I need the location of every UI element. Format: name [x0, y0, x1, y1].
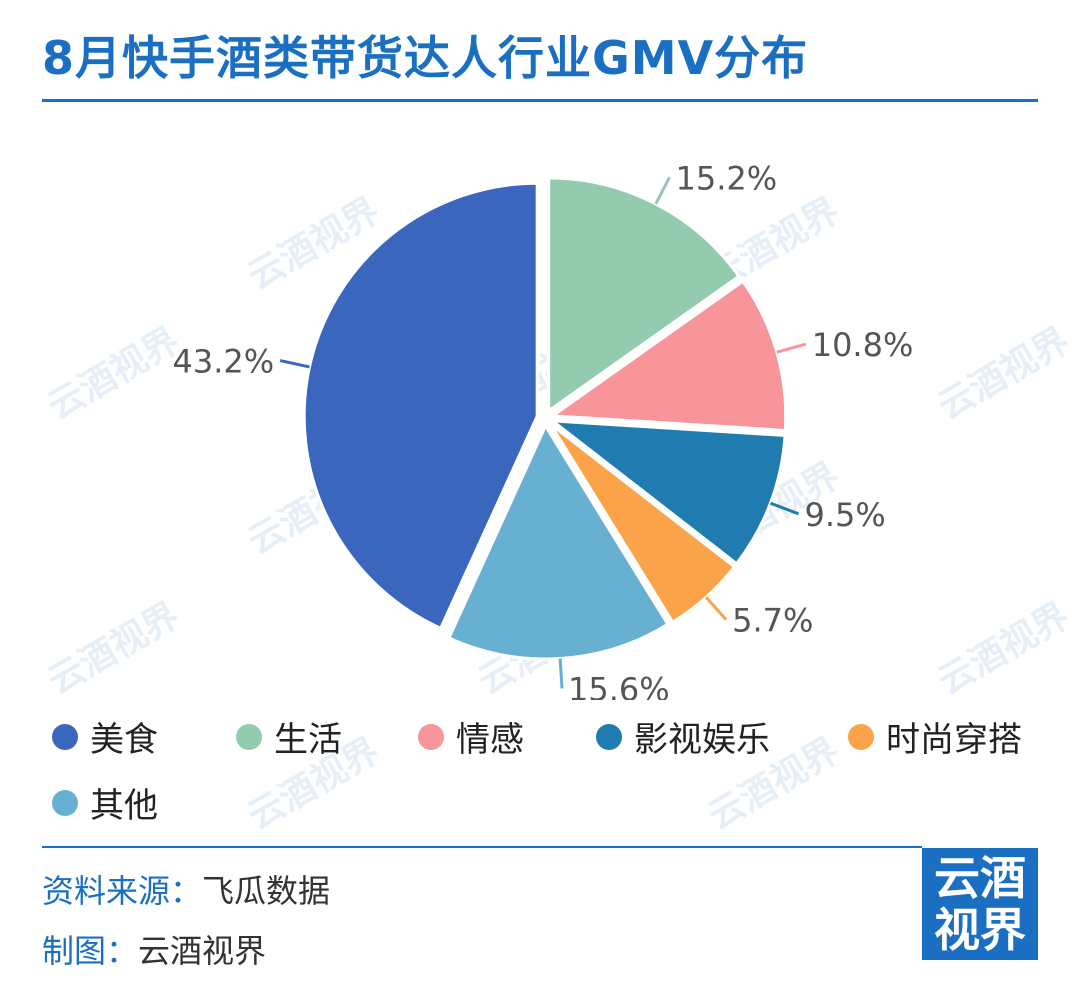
pie-slice	[547, 419, 787, 566]
legend-swatch	[236, 723, 262, 750]
data-label: 43.2%	[173, 343, 275, 381]
legend-swatch	[418, 723, 444, 750]
legend-item: 影视娱乐	[596, 712, 770, 761]
leader-line	[558, 658, 564, 689]
watermark: 云酒视界	[241, 730, 387, 838]
legend-label: 其他	[90, 786, 158, 826]
legend-item: 情感	[418, 712, 524, 761]
maker-value: 云酒视界	[138, 932, 267, 970]
legend-item: 美食	[52, 712, 158, 761]
legend-label: 情感	[456, 720, 524, 760]
data-label: 10.8%	[812, 326, 914, 364]
maker-key: 制图：	[42, 932, 139, 970]
brand-logo: 云酒 视界	[922, 848, 1038, 960]
legend-swatch	[848, 723, 874, 750]
legend-item: 时尚穿搭	[848, 712, 1022, 761]
legend-swatch	[52, 789, 78, 816]
pie-chart: 43.2% 15.2% 10.8% 9.5% 5.7% 15.6%	[173, 159, 914, 700]
leader-line	[769, 501, 800, 516]
leader-line	[654, 176, 671, 205]
legend-label: 影视娱乐	[634, 720, 770, 760]
leader-line	[704, 596, 728, 621]
legend-label: 生活	[274, 720, 342, 760]
legend-item: 其他	[52, 778, 158, 827]
watermark: 云酒视界	[701, 730, 847, 838]
pie-slice	[548, 279, 788, 433]
legend-label: 时尚穿搭	[886, 720, 1022, 760]
logo-line-1: 云酒	[934, 851, 1026, 905]
data-label: 15.2%	[676, 159, 778, 197]
maker-line: 制图：云酒视界	[42, 926, 266, 972]
pie-slice	[549, 422, 737, 625]
legend-swatch	[52, 723, 78, 750]
page-title: 8月快手酒类带货达人行业GMV分布	[42, 31, 809, 85]
leader-line	[776, 342, 807, 354]
legend-label: 美食	[90, 720, 158, 760]
data-label: 9.5%	[805, 496, 886, 534]
leader-line	[279, 359, 310, 369]
footer-divider	[42, 846, 922, 848]
source-line: 资料来源：飞瓜数据	[42, 866, 330, 912]
logo-line-2: 视界	[934, 903, 1026, 957]
data-label: 15.6%	[568, 670, 670, 700]
legend-item: 生活	[236, 712, 342, 761]
legend-swatch	[596, 723, 622, 750]
data-label: 5.7%	[732, 602, 813, 640]
title-divider	[42, 99, 1038, 102]
source-key: 资料来源：	[42, 872, 203, 910]
source-value: 飞瓜数据	[202, 872, 331, 910]
